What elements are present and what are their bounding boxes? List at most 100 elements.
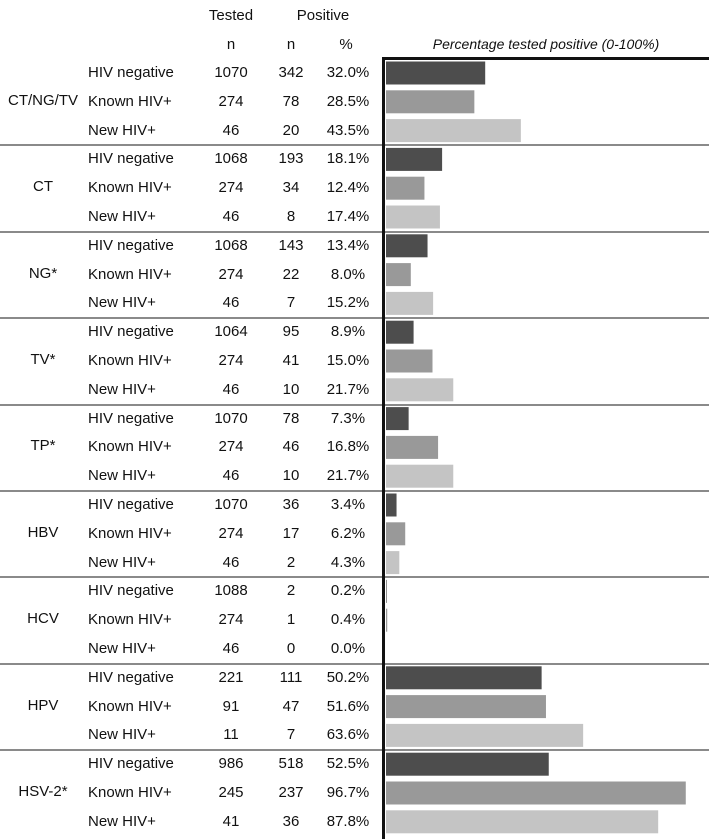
tested-count: 245 [218, 784, 244, 801]
group-divider [384, 576, 709, 579]
bar [386, 263, 411, 287]
bar [386, 435, 439, 459]
bar [386, 810, 659, 834]
chart-title: Percentage tested positive (0-100%) [432, 36, 660, 52]
percent-value: 87.8% [326, 812, 370, 830]
percent-value: 0.0% [330, 640, 366, 657]
percent-value: 43.5% [326, 121, 370, 139]
bar [386, 695, 546, 719]
group-label: HPV [27, 696, 59, 714]
group-divider [384, 144, 709, 147]
positive-count: 518 [278, 755, 304, 773]
percent-value: 21.7% [326, 467, 370, 485]
percent-value: 96.7% [326, 784, 370, 801]
percent-value: 6.2% [330, 524, 366, 542]
subgroup-label: Known HIV+ [88, 352, 172, 369]
tested-count: 1070 [214, 409, 248, 427]
subgroup-label: New HIV+ [88, 208, 156, 225]
bar [386, 781, 686, 805]
group-divider [384, 317, 709, 320]
bar [386, 464, 454, 488]
positive-count: 7 [286, 294, 296, 312]
positive-count: 36 [282, 496, 300, 513]
subgroup-label: Known HIV+ [88, 265, 172, 283]
percent-value: 21.7% [326, 380, 370, 398]
tested-count: 1088 [214, 582, 248, 600]
chart-axis-line [382, 57, 385, 839]
tested-count: 221 [218, 668, 244, 686]
group-label: CT [33, 178, 53, 196]
percent-value: 8.0% [330, 265, 366, 283]
positive-count: 36 [282, 812, 300, 830]
header-positive: Positive [296, 7, 350, 24]
percent-value: 15.0% [326, 352, 370, 369]
tested-count: 274 [218, 524, 244, 542]
percent-value: 63.6% [326, 726, 370, 744]
group-label: CT/NG/TV [8, 91, 78, 109]
tested-count: 11 [223, 726, 239, 744]
group-label: HSV-2* [18, 783, 68, 800]
subgroup-label: New HIV+ [88, 812, 156, 830]
percent-value: 0.4% [330, 611, 366, 629]
header-pct: % [339, 36, 353, 53]
tested-count: 274 [218, 265, 244, 283]
positive-count: 22 [282, 265, 300, 283]
bar [386, 90, 475, 114]
percent-value: 13.4% [326, 236, 370, 254]
tested-count: 274 [218, 352, 244, 369]
positive-count: 41 [282, 352, 300, 369]
positive-count: 78 [282, 92, 300, 110]
tested-count: 46 [222, 294, 240, 312]
group-label: TV* [30, 351, 56, 368]
tested-count: 1070 [214, 496, 248, 513]
group-divider [0, 144, 382, 147]
tested-count: 1068 [214, 236, 248, 254]
tested-count: 274 [218, 179, 244, 197]
percent-value: 17.4% [326, 208, 370, 225]
percent-value: 18.1% [326, 150, 370, 168]
positive-count: 17 [282, 524, 300, 542]
subgroup-label: HIV negative [88, 236, 174, 254]
subgroup-label: New HIV+ [88, 121, 156, 139]
bar [386, 349, 433, 373]
bar [386, 579, 387, 603]
group-divider [0, 317, 382, 320]
positive-count: 193 [278, 150, 304, 168]
subgroup-label: HIV negative [88, 150, 174, 168]
tested-count: 274 [218, 611, 244, 629]
subgroup-label: HIV negative [88, 64, 174, 81]
positive-count: 237 [278, 784, 304, 801]
group-divider [384, 749, 709, 752]
percent-value: 15.2% [326, 294, 370, 312]
percent-value: 0.2% [330, 582, 366, 600]
percent-value: 28.5% [326, 92, 370, 110]
percent-value: 3.4% [330, 496, 366, 513]
bar [386, 608, 388, 632]
bar [386, 522, 406, 546]
bar [386, 493, 397, 517]
positive-count: 2 [286, 582, 296, 600]
tested-count: 1070 [214, 64, 248, 81]
positive-count: 0 [286, 640, 296, 657]
group-divider [0, 662, 382, 665]
tested-count: 1068 [214, 150, 248, 168]
group-divider [0, 749, 382, 752]
positive-count: 10 [282, 467, 300, 485]
positive-count: 47 [282, 697, 300, 715]
positive-count: 8 [286, 208, 296, 225]
group-divider [384, 490, 709, 492]
subgroup-label: New HIV+ [88, 467, 156, 485]
group-divider [384, 230, 709, 233]
subgroup-label: Known HIV+ [88, 438, 172, 456]
subgroup-label: New HIV+ [88, 553, 156, 571]
subgroup-label: HIV negative [88, 496, 174, 513]
header-tested: Tested [208, 7, 254, 24]
positive-count: 2 [286, 553, 296, 571]
tested-count: 274 [218, 438, 244, 456]
subgroup-label: Known HIV+ [88, 179, 172, 197]
bar [386, 119, 521, 143]
bar [386, 320, 414, 344]
positive-count: 34 [282, 179, 300, 197]
group-label: HCV [27, 610, 59, 628]
